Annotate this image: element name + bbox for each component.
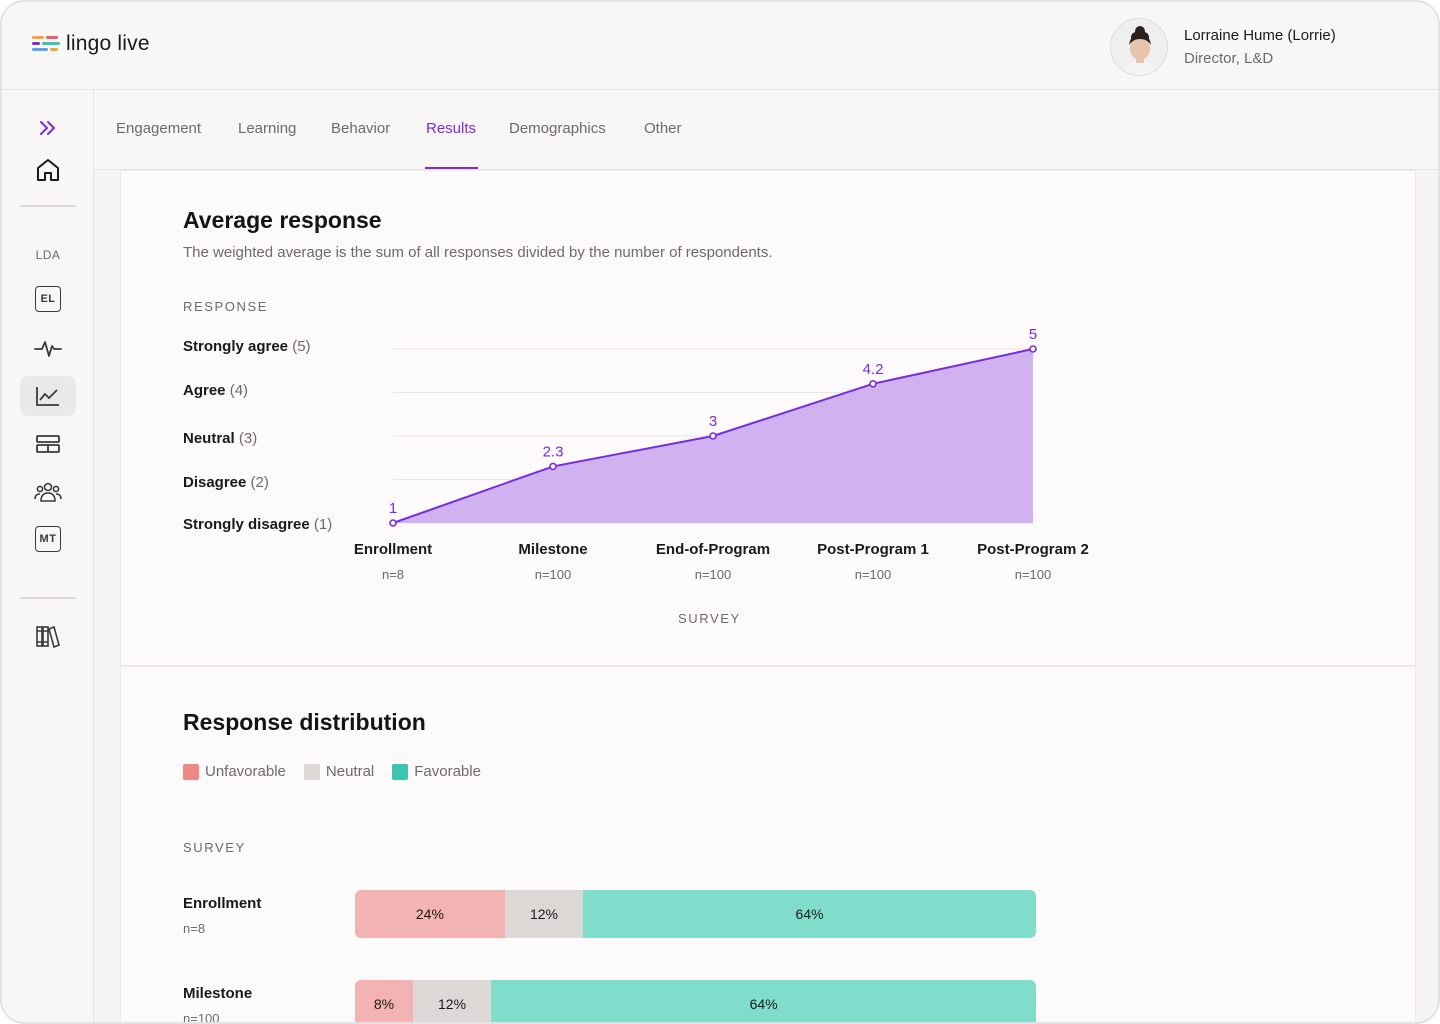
neutral-swatch [303,763,320,780]
data-label: 1 [389,500,397,517]
data-label: 5 [1029,326,1037,343]
el-icon-label: EL [35,286,61,312]
library-icon[interactable] [20,616,76,656]
distribution-legend: Unfavorable Neutral Favorable [183,763,481,780]
el-icon[interactable]: EL [20,279,76,319]
sidebar: LDA EL MT [2,90,94,1022]
x-tick-label: Milestone [518,541,588,558]
tab-behavior[interactable]: Behavior [331,120,391,137]
x-tick-n: n=8 [381,567,405,582]
tab-bar: Engagement Learning Behavior Results Dem… [94,90,1438,170]
sidebar-divider [20,597,76,599]
tab-other[interactable]: Other [644,120,682,137]
user-name: Lorraine Hume (Lorrie) [1184,27,1336,44]
x-tick-n: n=100 [854,567,892,582]
y-level-neutral: Neutral (3) [183,430,258,447]
tab-learning[interactable]: Learning [238,120,297,137]
segment-unfavorable: 8% [355,980,413,1022]
x-tick-label: Post-Program 1 [817,541,929,558]
average-response-subtitle: The weighted average is the sum of all r… [183,244,773,261]
average-response-chart: 1 2.3 3 4.2 5 [389,326,1037,527]
segment-favorable: 64% [583,890,1036,938]
line-chart-icon[interactable] [20,376,76,416]
unfavorable-swatch [183,763,199,780]
mt-icon[interactable]: MT [20,519,76,559]
data-label: 4.2 [863,361,884,378]
x-tick-n: n=100 [534,567,572,582]
legend-unfavorable-label: Unfavorable [205,763,286,780]
user-profile[interactable]: Lorraine Hume (Lorrie) Director, L&D [1110,18,1336,76]
segment-neutral: 12% [412,980,492,1022]
legend-unfavorable: Unfavorable [183,763,286,780]
x-tick-label: End-of-Program [655,541,771,558]
pulse-icon[interactable] [20,328,76,368]
response-distribution-title: Response distribution [183,709,426,735]
expand-icon[interactable] [20,108,76,148]
favorable-swatch [392,763,409,780]
row-enrollment-name: Enrollment [183,895,262,912]
people-icon[interactable] [20,472,76,512]
active-tab-indicator [425,167,478,169]
y-level-strongly-disagree: Strongly disagree (1) [183,516,333,533]
legend-favorable-label: Favorable [414,763,481,780]
y-level-strongly-agree: Strongly agree (5) [183,338,311,355]
average-response-title: Average response [183,207,382,233]
user-role: Director, L&D [1184,50,1274,67]
distribution-bar-enrollment: 24% 12% 64% [355,890,1036,938]
legend-favorable: Favorable [392,763,481,780]
data-point [1029,345,1037,353]
top-bar: lingo live Lorraine Hume (Lorrie) Direct… [2,2,1438,90]
y-level-disagree: Disagree (2) [183,474,269,491]
x-tick-n: n=100 [1014,567,1052,582]
tab-demographics[interactable]: Demographics [509,120,606,137]
tab-results[interactable]: Results [426,120,477,137]
response-distribution-card: Response distribution Unfavorable Neutra… [120,666,1416,1024]
average-response-card: Average response The weighted average is… [120,170,1416,666]
legend-neutral: Neutral [303,763,375,780]
tab-engagement[interactable]: Engagement [116,120,202,137]
survey-caption: SURVEY [183,840,246,855]
avatar[interactable] [1110,18,1168,76]
brand-name: lingo live [66,32,150,55]
sidebar-divider [20,205,76,207]
legend-neutral-label: Neutral [325,763,375,780]
segment-neutral: 12% [504,890,584,938]
logo-bars-icon [32,33,60,55]
brand-logo[interactable]: lingo live [32,32,150,56]
data-point [549,462,557,471]
segment-favorable: 64% [491,980,1036,1022]
distribution-bar-milestone: 8% 12% 64% [355,980,1036,1022]
y-axis-caption: RESPONSE [183,299,269,314]
x-tick-label: Enrollment [353,541,433,558]
data-point [709,432,717,440]
row-milestone-name: Milestone [183,985,253,1002]
home-icon[interactable] [20,150,76,190]
row-milestone-n: n=100 [183,1011,220,1024]
x-axis-caption: SURVEY [678,611,741,626]
data-label: 3 [709,413,717,430]
data-point [389,519,397,527]
mt-icon-label: MT [35,526,61,552]
sidebar-section-label: LDA [35,248,61,262]
x-tick-n: n=100 [694,567,732,582]
data-label: 2.3 [543,443,564,460]
y-level-agree: Agree (4) [183,382,249,399]
segment-unfavorable: 24% [355,890,505,938]
data-point [869,380,877,388]
table-icon[interactable] [20,424,76,464]
row-enrollment-n: n=8 [183,921,206,936]
x-tick-label: Post-Program 2 [977,541,1089,558]
